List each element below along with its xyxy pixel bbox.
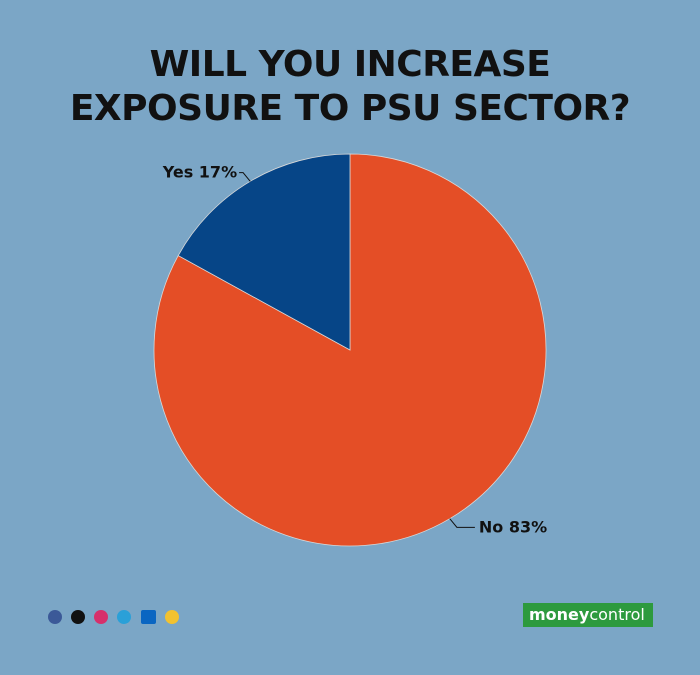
threads-icon[interactable] [165,610,179,624]
leader-line [239,172,251,182]
leader-line [449,518,475,528]
telegram-icon[interactable] [117,610,131,624]
x-icon[interactable] [71,610,85,624]
chart-title-line: WILL YOU INCREASE [150,44,551,85]
pie: No 83% Yes 17% [153,153,547,547]
slice-category: Yes [162,162,194,181]
slice-value: 17% [199,162,237,181]
brand-part: control [589,605,644,624]
social-icons [48,610,179,624]
slice-label: Yes 17% [162,162,237,181]
slice-label: No 83% [479,517,547,536]
chart-title-line: EXPOSURE TO PSU SECTOR? [70,88,630,129]
facebook-icon[interactable] [48,610,62,624]
linkedin-icon[interactable] [141,610,156,624]
slice-category: No [479,517,503,536]
brand-logo-bg [523,603,653,627]
instagram-icon[interactable] [94,610,108,624]
brand-logo: moneycontrol [529,605,645,624]
brand-part: money [529,605,590,624]
slice-value: 83% [509,517,547,536]
